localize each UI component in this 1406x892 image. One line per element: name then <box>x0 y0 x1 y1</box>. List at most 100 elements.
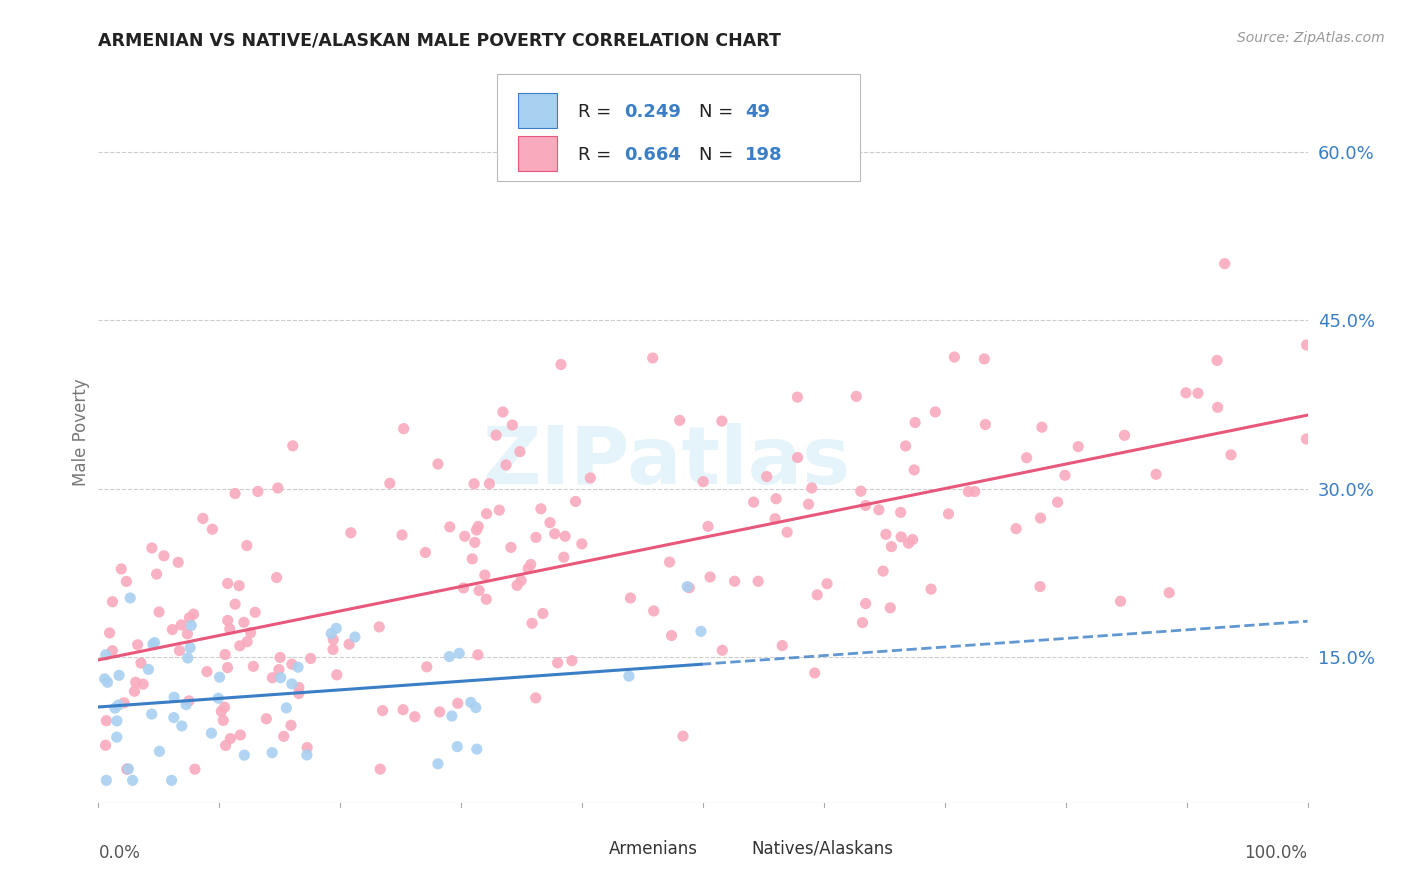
Point <box>214 739 236 753</box>
Point <box>1029 511 1052 525</box>
Point <box>115 762 138 776</box>
Point <box>453 581 475 595</box>
Point <box>180 618 202 632</box>
Point <box>368 620 391 634</box>
Point <box>468 583 491 598</box>
Point <box>464 535 486 549</box>
Point <box>1295 338 1317 352</box>
Point <box>195 665 218 679</box>
Point <box>415 545 437 559</box>
Point <box>124 684 146 698</box>
Point <box>217 614 239 628</box>
Point <box>124 675 146 690</box>
Point <box>217 660 239 674</box>
Text: 0.0%: 0.0% <box>98 844 141 862</box>
Point <box>371 704 394 718</box>
Point <box>254 712 277 726</box>
Point <box>488 503 510 517</box>
Point <box>326 668 349 682</box>
Point <box>426 756 449 771</box>
Point <box>176 627 198 641</box>
Point <box>501 418 523 433</box>
Point <box>183 607 205 621</box>
Point <box>179 611 201 625</box>
Point <box>1213 257 1236 271</box>
Point <box>1031 420 1053 434</box>
Text: 198: 198 <box>745 146 783 164</box>
Point <box>96 773 118 788</box>
Point <box>1046 495 1069 509</box>
Point <box>120 591 142 605</box>
Point <box>524 531 547 545</box>
Point <box>742 495 765 509</box>
Point <box>224 597 246 611</box>
Point <box>440 709 463 723</box>
Point <box>169 643 191 657</box>
Point <box>776 525 799 540</box>
Point <box>153 549 176 563</box>
Text: 49: 49 <box>745 103 770 121</box>
Point <box>619 591 641 605</box>
Point <box>561 654 583 668</box>
Point <box>115 574 138 589</box>
Point <box>690 624 713 639</box>
Point <box>747 574 769 589</box>
Point <box>1144 467 1167 482</box>
Point <box>786 390 808 404</box>
Point <box>236 539 259 553</box>
Point <box>890 505 912 519</box>
Point <box>281 677 304 691</box>
Point <box>755 469 778 483</box>
Point <box>101 643 124 657</box>
Point <box>129 656 152 670</box>
Point <box>104 701 127 715</box>
Point <box>127 638 149 652</box>
Point <box>920 582 942 596</box>
Point <box>110 562 132 576</box>
Point <box>177 694 200 708</box>
Point <box>142 637 165 651</box>
Point <box>475 507 498 521</box>
Point <box>107 698 129 712</box>
Point <box>229 728 252 742</box>
Point <box>280 718 302 732</box>
Point <box>641 351 664 365</box>
Point <box>391 528 413 542</box>
Point <box>269 650 291 665</box>
Point <box>547 656 569 670</box>
Point <box>429 705 451 719</box>
Point <box>94 738 117 752</box>
Point <box>262 671 284 685</box>
Point <box>243 605 266 619</box>
Text: ZIPatlas: ZIPatlas <box>482 423 851 501</box>
Point <box>439 520 461 534</box>
Point <box>1029 580 1052 594</box>
Point <box>461 552 484 566</box>
Point <box>845 389 868 403</box>
Bar <box>576 840 603 861</box>
Point <box>209 704 232 718</box>
Text: R =: R = <box>578 146 617 164</box>
Point <box>530 501 553 516</box>
Point <box>177 651 200 665</box>
Point <box>295 747 318 762</box>
Point <box>851 615 873 630</box>
Point <box>544 526 567 541</box>
Point <box>924 405 946 419</box>
Point <box>786 450 808 465</box>
Point <box>287 687 309 701</box>
Point <box>228 579 250 593</box>
Point <box>509 444 531 458</box>
Point <box>94 648 117 662</box>
Point <box>553 550 575 565</box>
Text: 0.249: 0.249 <box>624 103 682 121</box>
Text: 100.0%: 100.0% <box>1244 844 1308 862</box>
Text: ARMENIAN VS NATIVE/ALASKAN MALE POVERTY CORRELATION CHART: ARMENIAN VS NATIVE/ALASKAN MALE POVERTY … <box>98 31 782 49</box>
Point <box>1295 432 1317 446</box>
Point <box>267 481 290 495</box>
Point <box>287 660 309 674</box>
Point <box>519 558 541 572</box>
Point <box>101 595 124 609</box>
Point <box>973 351 995 366</box>
Point <box>475 592 498 607</box>
